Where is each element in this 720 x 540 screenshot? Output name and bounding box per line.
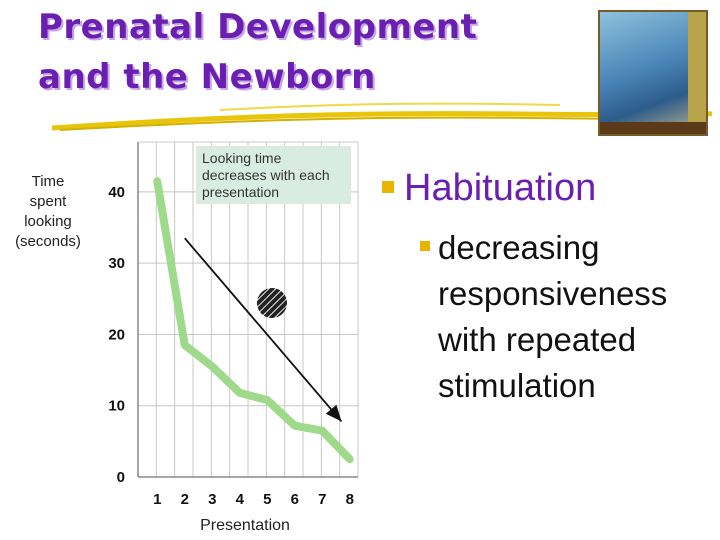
y-tick-label: 20 [108, 326, 125, 343]
bullet-sub-marker-icon [420, 241, 430, 251]
bullet-main-text: Habituation [404, 167, 597, 209]
bullet-main: Habituation [380, 165, 715, 211]
data-point [183, 344, 186, 347]
trend-arrow-line [184, 237, 343, 422]
data-point [348, 458, 351, 461]
x-tick-label: 8 [346, 491, 354, 508]
y-tick-label: 10 [108, 398, 125, 415]
slide-title: Prenatal Development and the Newborn [38, 2, 598, 102]
annotation-text: decreases with each [202, 167, 330, 183]
x-tick-label: 2 [181, 491, 189, 508]
annotation-text: presentation [202, 184, 279, 200]
cover-band [600, 122, 706, 134]
y-axis-label: spent [30, 193, 68, 210]
data-point [293, 424, 296, 427]
x-tick-label: 7 [318, 491, 326, 508]
data-point [266, 399, 269, 402]
y-axis-label: Time [32, 173, 65, 190]
cover-image-icon [598, 10, 708, 136]
hatched-circle-icon [257, 288, 287, 318]
x-tick-label: 1 [153, 491, 161, 508]
y-tick-label: 40 [108, 184, 125, 201]
y-tick-label: 30 [108, 255, 125, 272]
x-tick-label: 3 [208, 491, 216, 508]
title-line-2: and the Newborn [38, 57, 376, 97]
bullet-marker-icon [382, 181, 394, 193]
x-axis-label: Presentation [200, 517, 290, 534]
trend-arrow-head [325, 404, 342, 422]
y-axis-label: looking [24, 213, 72, 230]
x-tick-label: 6 [291, 491, 299, 508]
title-line-1: Prenatal Development [38, 7, 478, 47]
bullet-list: Habituation decreasing responsiveness wi… [380, 165, 715, 409]
series-line [153, 177, 354, 464]
y-axis-label: (seconds) [15, 233, 81, 250]
annotation-text: Looking time [202, 150, 282, 166]
data-point [156, 180, 159, 183]
annotation-box [196, 146, 351, 204]
data-point [211, 365, 214, 368]
y-tick-label: 0 [117, 469, 125, 486]
x-tick-label: 4 [236, 491, 245, 508]
bullet-sub-text: decreasing responsiveness with repeated … [438, 229, 668, 404]
data-point [321, 429, 324, 432]
x-tick-label: 5 [263, 491, 271, 508]
bullet-sub: decreasing responsiveness with repeated … [420, 225, 715, 409]
data-point [238, 391, 241, 394]
cover-spine [688, 12, 706, 134]
